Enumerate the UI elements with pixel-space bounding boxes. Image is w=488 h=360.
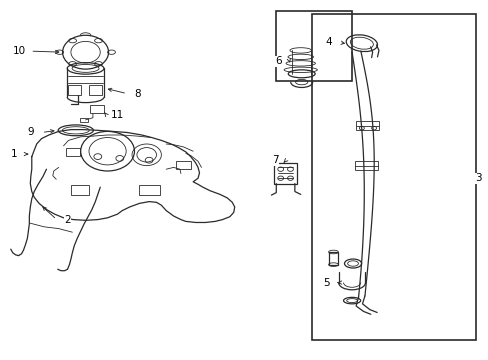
Text: 6: 6 xyxy=(275,56,282,66)
Text: 4: 4 xyxy=(325,37,331,48)
Bar xyxy=(328,252,338,265)
Bar xyxy=(273,163,297,184)
Text: 8: 8 xyxy=(134,89,141,99)
Bar xyxy=(80,118,87,122)
Text: 5: 5 xyxy=(323,278,329,288)
Text: 9: 9 xyxy=(27,127,34,138)
Bar xyxy=(139,185,160,195)
Text: 10: 10 xyxy=(13,46,26,56)
Bar xyxy=(355,121,379,130)
Text: 1: 1 xyxy=(10,149,17,159)
Bar xyxy=(354,161,378,170)
Bar xyxy=(89,85,102,95)
Bar xyxy=(311,14,475,340)
Bar xyxy=(176,161,190,169)
Bar xyxy=(90,105,104,113)
Bar xyxy=(276,11,351,81)
Text: 7: 7 xyxy=(271,155,278,165)
Bar xyxy=(66,148,80,156)
Bar xyxy=(71,185,89,195)
Bar xyxy=(68,85,81,95)
Text: 2: 2 xyxy=(64,215,71,225)
Text: 3: 3 xyxy=(474,173,481,183)
Text: 11: 11 xyxy=(110,110,124,120)
